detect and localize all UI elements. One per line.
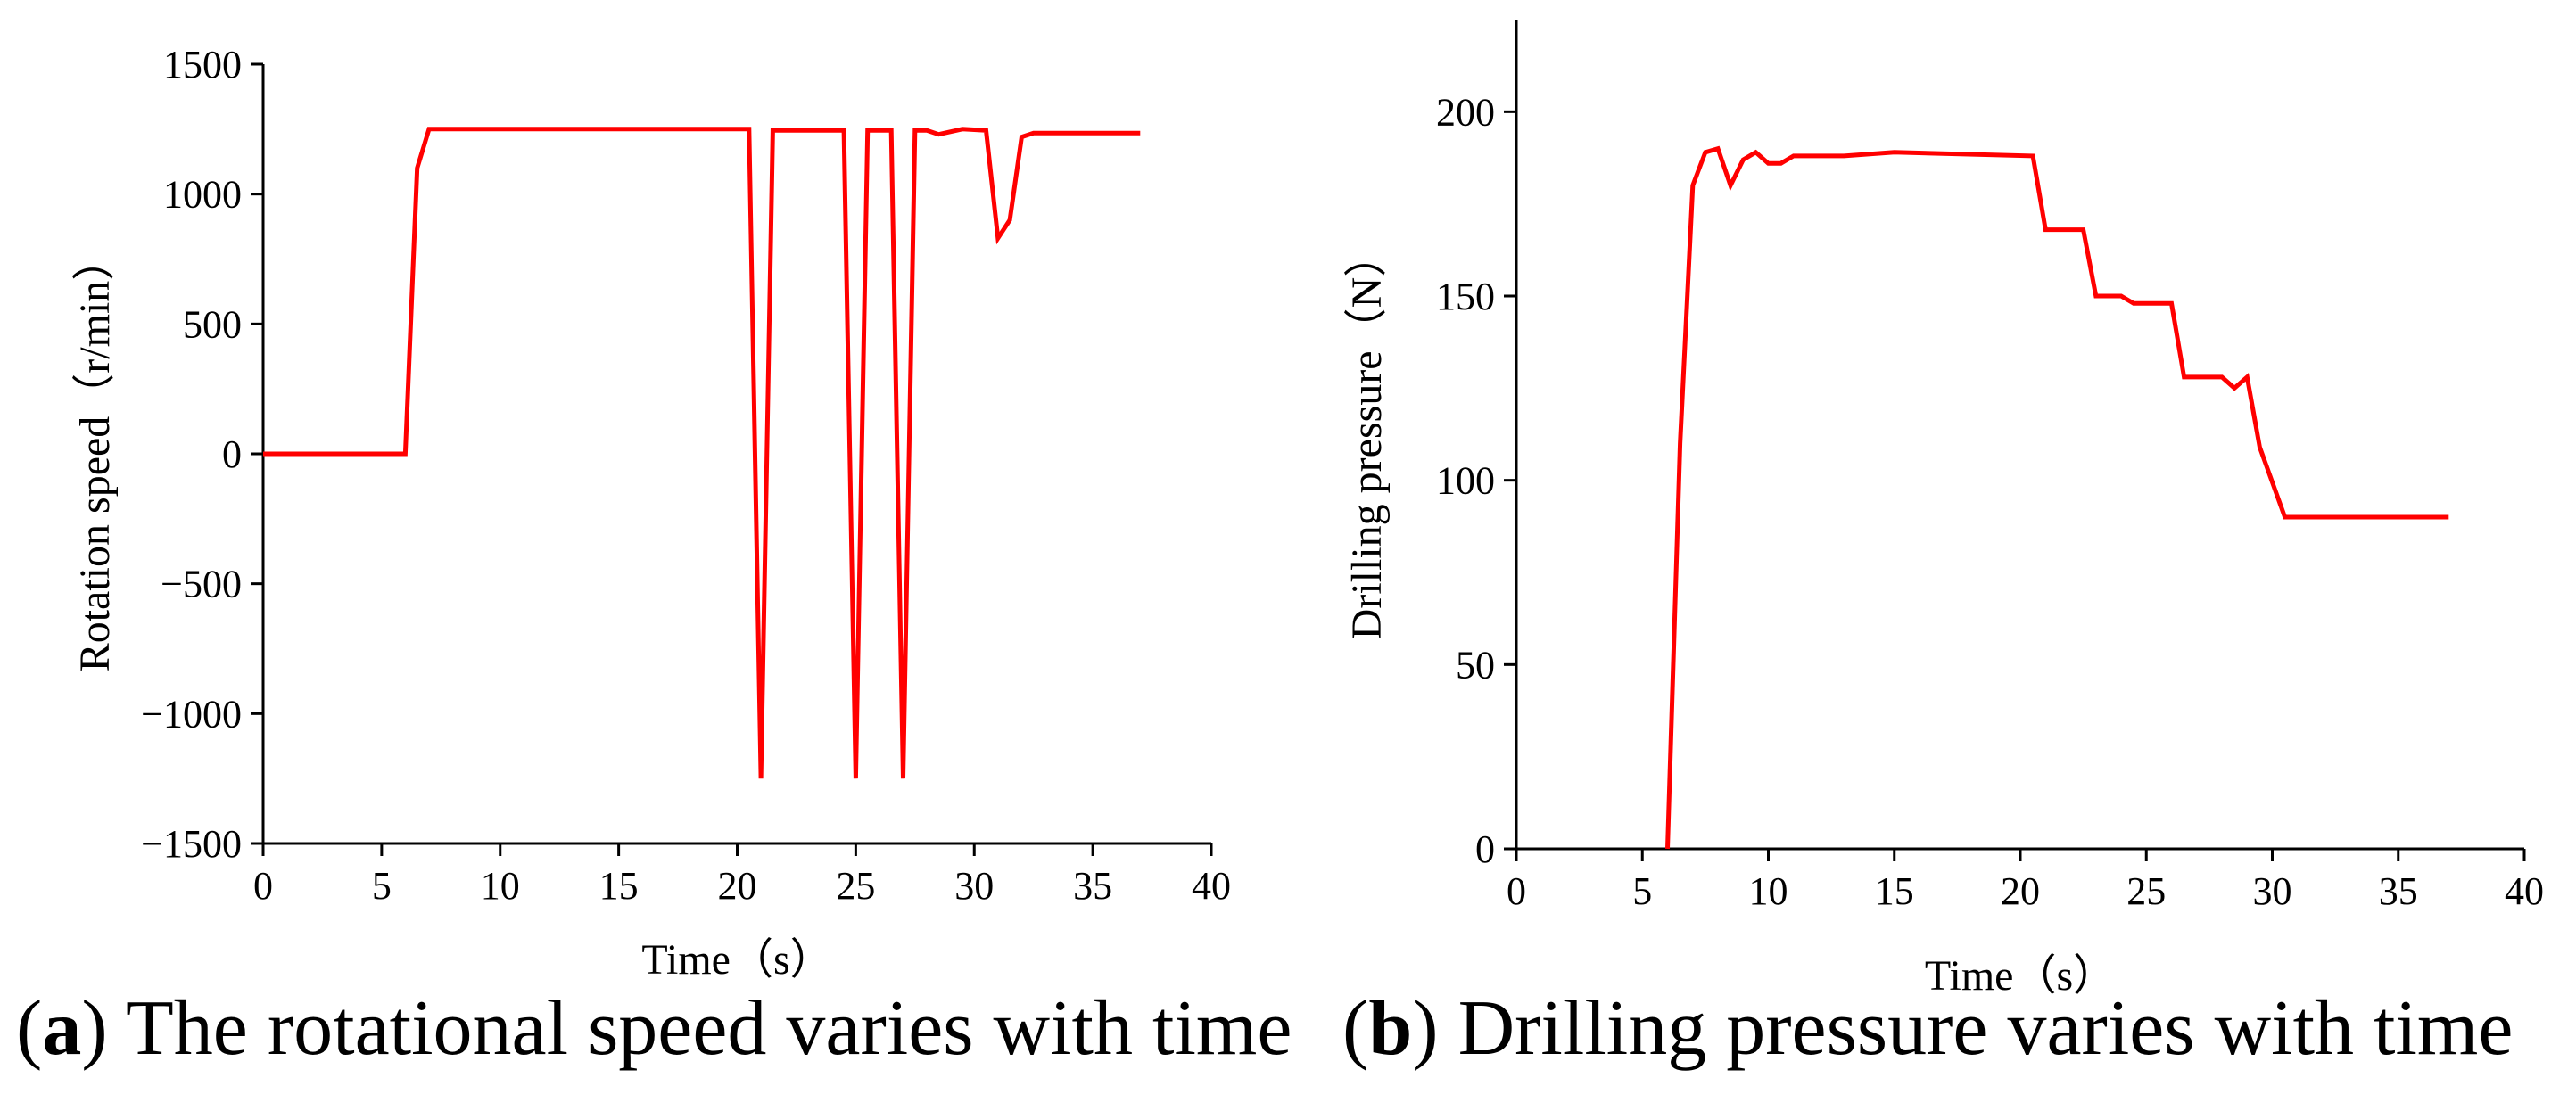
x-tick-label: 5 [1632, 869, 1652, 913]
x-tick-label: 30 [954, 864, 994, 908]
y-tick-label: 200 [1436, 90, 1495, 134]
caption-a-text: The rotational speed varies with time [126, 985, 1292, 1072]
y-tick-label: 100 [1436, 459, 1495, 503]
y-axis-title: Drilling pressure（N） [1343, 234, 1391, 640]
x-tick-label: 10 [1749, 869, 1788, 913]
x-tick-label: 35 [1073, 864, 1112, 908]
y-tick-label: −1500 [141, 822, 242, 866]
caption-b: (b) Drilling pressure varies with time [1342, 985, 2514, 1072]
panel-b-drilling-pressure-chart: 0 5 10 15 20 25 30 35 40 0 50 100 150 200 Time（s） Drill… [1343, 20, 2544, 1000]
x-tick-label: 0 [1507, 869, 1526, 913]
panel-a-rotation-speed-chart: 0 5 10 15 20 25 30 35 40 −1500 −1000 −500 0 500 1000 15… [71, 43, 1231, 983]
y-tick-label: 0 [222, 432, 242, 476]
y-tick-label: 150 [1436, 275, 1495, 318]
y-tick-label: −1000 [141, 692, 242, 736]
x-tick-label: 10 [481, 864, 520, 908]
caption-a-letter: a [42, 985, 82, 1072]
y-tick-label: 1000 [163, 173, 242, 217]
x-tick-label: 15 [599, 864, 639, 908]
x-tick-label: 40 [1192, 864, 1231, 908]
y-tick-label: 50 [1456, 643, 1495, 687]
x-axis-title: Time（s） [641, 936, 832, 983]
y-tick-label: 0 [1475, 827, 1495, 871]
x-tick-label: 40 [2505, 869, 2544, 913]
x-axis-title: Time（s） [1925, 952, 2116, 1000]
series-line-rotation-speed [263, 127, 1141, 779]
y-tick-label: −500 [161, 563, 242, 606]
x-tick-label: 20 [718, 864, 757, 908]
x-tick-label: 15 [1875, 869, 1914, 913]
caption-b-letter: b [1368, 985, 1413, 1072]
x-tick-label: 20 [2001, 869, 2040, 913]
x-tick-label: 25 [836, 864, 875, 908]
y-tick-label: 1500 [163, 43, 242, 86]
caption-a: (a) The rotational speed varies with tim… [16, 985, 1292, 1072]
x-tick-label: 5 [372, 864, 392, 908]
x-tick-label: 35 [2379, 869, 2418, 913]
series-line-drilling-pressure [1665, 145, 2449, 850]
x-tick-label: 25 [2126, 869, 2166, 913]
y-axis-title: Rotation speed（r/min） [71, 238, 119, 672]
x-tick-label: 30 [2253, 869, 2292, 913]
x-tick-label: 0 [253, 864, 273, 908]
y-tick-label: 500 [183, 302, 242, 346]
caption-b-text: Drilling pressure varies with time [1457, 985, 2514, 1072]
